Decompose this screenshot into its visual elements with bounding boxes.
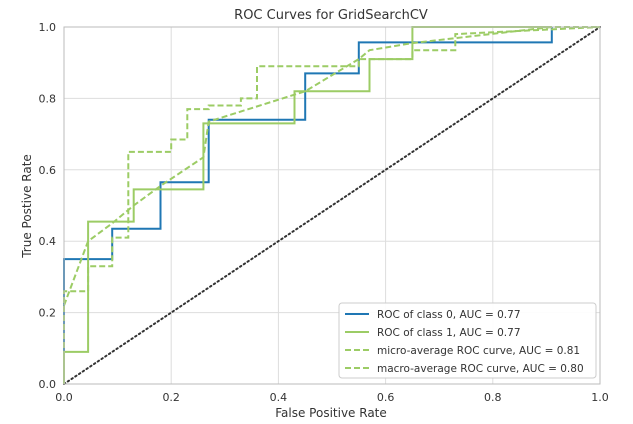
plot-frame [63, 26, 601, 385]
x-axis-label: False Positive Rate [275, 406, 387, 420]
legend-label: ROC of class 1, AUC = 0.77 [377, 327, 521, 339]
chart-title: ROC Curves for GridSearchCV [234, 8, 428, 23]
y-tick-label: 0.6 [39, 164, 57, 177]
legend: ROC of class 0, AUC = 0.77 ROC of class 1… [338, 302, 597, 379]
x-tick-label: 0.2 [162, 391, 180, 404]
y-tick-label: 0.8 [39, 92, 57, 105]
x-tick-label: 0.0 [55, 391, 73, 404]
y-tick-label: 0.4 [39, 235, 57, 248]
y-axis-label: True Postive Rate [20, 154, 34, 259]
y-tick-label: 0.2 [39, 307, 57, 320]
chance-reference-line [63, 26, 601, 385]
legend-label: micro-average ROC curve, AUC = 0.81 [377, 345, 580, 357]
y-tick-label: 1.0 [39, 21, 57, 34]
plot-area: 0.0 0.2 0.4 0.6 0.8 1.0 0.0 0.2 0.4 0.6 0.8 1.0 [39, 21, 609, 404]
legend-label: macro-average ROC curve, AUC = 0.80 [377, 363, 584, 375]
x-tick-label: 1.0 [591, 391, 609, 404]
legend-box [338, 302, 597, 379]
legend-label: ROC of class 0, AUC = 0.77 [377, 309, 521, 321]
roc-series-line-3 [63, 26, 600, 306]
roc-series-line-0 [63, 27, 553, 384]
x-tick-label: 0.6 [377, 391, 395, 404]
y-tick-label: 0.0 [39, 378, 57, 391]
x-tick-label: 0.4 [270, 391, 288, 404]
x-tick-label: 0.8 [484, 391, 502, 404]
